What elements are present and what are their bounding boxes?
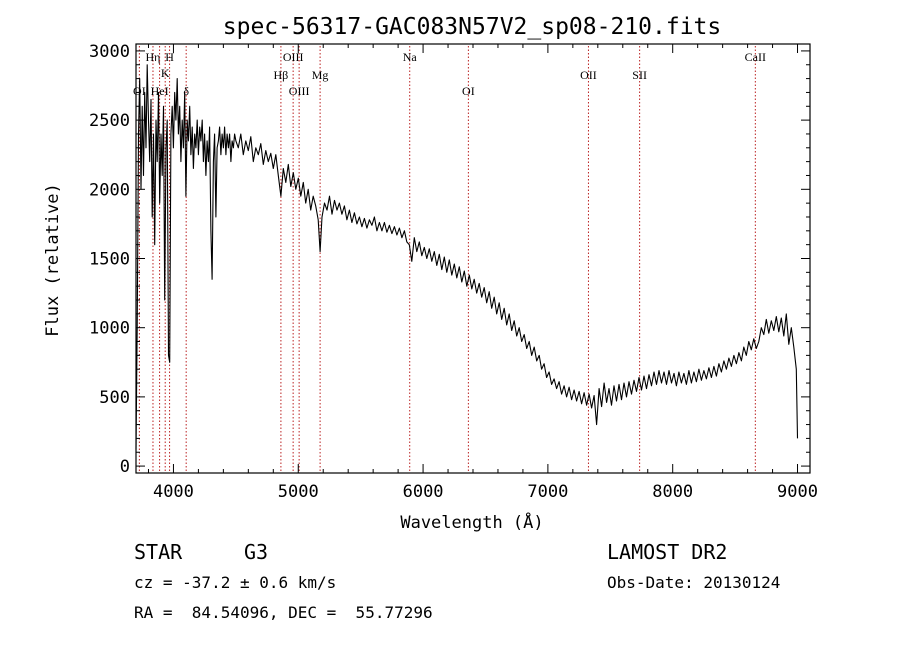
y-tick-label-2: 1000	[89, 319, 130, 339]
coordinates-text: RA = 84.54096, DEC = 55.77296	[134, 603, 433, 622]
y-axis-label: Flux (relative)	[43, 183, 63, 337]
spectral-line-label-13: SII	[632, 68, 647, 82]
x-tick-label-3: 7000	[527, 482, 568, 502]
x-axis-label: Wavelength (Å)	[400, 511, 543, 533]
plot-frame	[135, 43, 811, 474]
x-tick-label-2: 6000	[403, 482, 444, 502]
y-tick-label-1: 500	[99, 388, 130, 408]
object-subclass: G3	[244, 540, 269, 564]
spectral-line-label-5: δ	[183, 84, 189, 98]
spectral-line-label-7: OIII	[283, 50, 304, 64]
spectral-line-label-10: Na	[403, 50, 418, 64]
series-line-0	[135, 64, 799, 450]
survey-label: LAMOST DR2	[607, 540, 728, 564]
x-tick-label-5: 9000	[777, 482, 818, 502]
spectral-line-label-12: OII	[580, 68, 597, 82]
obs-date-text: Obs-Date: 20130124	[607, 573, 781, 592]
spectral-line-label-1: Hη	[145, 50, 160, 64]
redshift-text: cz = -37.2 ± 0.6 km/s	[134, 573, 337, 592]
chart-title: spec-56317-GAC083N57V2_sp08-210.fits	[223, 14, 722, 40]
y-tick-label-5: 2500	[89, 111, 130, 131]
y-tick-label-3: 1500	[89, 250, 130, 270]
spectral-line-label-3: K	[161, 66, 170, 80]
spectral-line-label-9: Mg	[312, 68, 329, 82]
spectral-line-label-2: HeI	[151, 84, 169, 98]
spectral-line-label-4: H	[165, 50, 174, 64]
object-class: STAR	[134, 540, 183, 564]
spectral-line-label-8: OIII	[289, 84, 310, 98]
y-tick-label-6: 3000	[89, 42, 130, 62]
y-tick-label-4: 2000	[89, 180, 130, 200]
x-tick-label-1: 5000	[278, 482, 319, 502]
spectral-line-label-14: CaII	[745, 50, 766, 64]
x-tick-label-4: 8000	[652, 482, 693, 502]
spectrum-series	[135, 64, 799, 450]
x-tick-label-0: 4000	[153, 482, 194, 502]
spectral-line-label-6: Hβ	[274, 68, 289, 82]
spectral-line-label-11: OI	[462, 84, 475, 98]
y-tick-label-0: 0	[120, 457, 130, 477]
plot-axes: 4000 5000 6000 7000 8000 9000 0 500 1000 1500 2000…	[89, 42, 818, 502]
